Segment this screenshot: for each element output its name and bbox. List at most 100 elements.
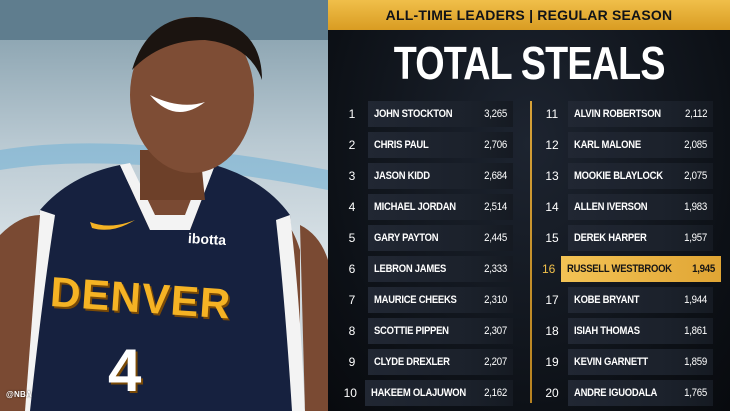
- leader-steals-value: 1,945: [692, 263, 716, 275]
- leader-steals-value: 1,983: [684, 201, 707, 213]
- leader-name: ISIAH THOMAS: [574, 325, 640, 337]
- leader-steals-value: 2,085: [684, 139, 707, 151]
- player-arm-left: [0, 215, 40, 411]
- leader-steals-value: 2,162: [484, 387, 507, 399]
- leader-row: 11 ALVIN ROBERTSON 2,112: [542, 101, 713, 127]
- leader-row: 20 ANDRE IGUODALA 1,765: [542, 380, 713, 406]
- leader-name: ANDRE IGUODALA: [574, 387, 658, 399]
- leader-name: LEBRON JAMES: [374, 263, 447, 275]
- leader-steals-value: 3,265: [484, 108, 507, 120]
- leader-bar: GARY PAYTON 2,445: [368, 225, 513, 251]
- player-jersey: [18, 165, 305, 411]
- leader-steals-value: 2,075: [684, 170, 707, 182]
- leader-rank: 6: [348, 262, 356, 276]
- player-smile: [150, 95, 205, 112]
- leader-bar: KARL MALONE 2,085: [568, 132, 713, 158]
- leader-rank: 10: [343, 386, 357, 400]
- leader-name: HAKEEM OLAJUWON: [370, 387, 466, 399]
- leader-bar: MICHAEL JORDAN 2,514: [368, 194, 513, 220]
- leader-name: JOHN STOCKTON: [374, 108, 453, 120]
- leader-columns: 1 JOHN STOCKTON 3,265 2 CHRIS PAUL 2,706 3 JASO…: [342, 101, 722, 406]
- leader-bar: RUSSELL WESTBROOK 1,945: [561, 256, 722, 282]
- leader-bar: CHRIS PAUL 2,706: [368, 132, 513, 158]
- leader-row: 8 SCOTTIE PIPPEN 2,307: [342, 318, 513, 344]
- leader-name: RUSSELL WESTBROOK: [567, 263, 673, 275]
- leader-row: 18 ISIAH THOMAS 1,861: [542, 318, 713, 344]
- leader-steals-value: 2,684: [484, 170, 507, 182]
- jersey-number: 4: [108, 337, 142, 404]
- leader-name: KARL MALONE: [574, 139, 641, 151]
- leader-bar: MOOKIE BLAYLOCK 2,075: [568, 163, 713, 189]
- leader-row: 7 MAURICE CHEEKS 2,310: [342, 287, 513, 313]
- leader-name: CHRIS PAUL: [374, 139, 429, 151]
- jersey-trim-right: [276, 215, 305, 411]
- leader-name: ALVIN ROBERTSON: [574, 108, 661, 120]
- leader-row: 3 JASON KIDD 2,684: [342, 163, 513, 189]
- leader-rank: 16: [542, 262, 556, 276]
- leader-rank: 13: [545, 169, 559, 183]
- leader-bar: ALLEN IVERSON 1,983: [568, 194, 713, 220]
- leader-rank: 9: [348, 355, 356, 369]
- court-stripe: [0, 143, 328, 190]
- leader-bar: MAURICE CHEEKS 2,310: [368, 287, 513, 313]
- leader-row: 4 MICHAEL JORDAN 2,514: [342, 194, 513, 220]
- leader-column-left: 1 JOHN STOCKTON 3,265 2 CHRIS PAUL 2,706 3 JASO…: [342, 101, 513, 411]
- leader-row: 14 ALLEN IVERSON 1,983: [542, 194, 713, 220]
- leader-name: MOOKIE BLAYLOCK: [574, 170, 663, 182]
- page-title: TOTAL STEALS: [393, 37, 666, 89]
- leader-rank: 20: [545, 386, 559, 400]
- leader-rank: 7: [348, 293, 356, 307]
- header-banner: ALL-TIME LEADERS | REGULAR SEASON: [328, 0, 730, 30]
- leader-name: CLYDE DREXLER: [374, 356, 450, 368]
- leader-row: 17 KOBE BRYANT 1,944: [542, 287, 713, 313]
- leader-bar: JOHN STOCKTON 3,265: [368, 101, 513, 127]
- leader-bar: ALVIN ROBERTSON 2,112: [568, 101, 713, 127]
- leader-rank: 8: [348, 324, 356, 338]
- leader-bar: DEREK HARPER 1,957: [568, 225, 713, 251]
- leader-row: 6 LEBRON JAMES 2,333: [342, 256, 513, 282]
- leader-rank: 3: [348, 169, 356, 183]
- player-photo: ibotta DENVER 4 @NBA: [0, 0, 328, 411]
- leader-steals-value: 2,514: [484, 201, 507, 213]
- leader-steals-value: 2,706: [484, 139, 507, 151]
- player-arm-right: [300, 225, 328, 411]
- leader-rank: 11: [545, 107, 559, 121]
- leader-rank: 15: [545, 231, 559, 245]
- leader-name: KEVIN GARNETT: [574, 356, 648, 368]
- leader-bar: CLYDE DREXLER 2,207: [368, 349, 513, 375]
- leader-rank: 4: [348, 200, 356, 214]
- leader-row: 2 CHRIS PAUL 2,706: [342, 132, 513, 158]
- leader-name: MICHAEL JORDAN: [374, 201, 456, 213]
- leader-rank: 12: [545, 138, 559, 152]
- leader-bar: KEVIN GARNETT 1,859: [568, 349, 713, 375]
- leader-steals-value: 1,765: [684, 387, 707, 399]
- player-head: [130, 17, 254, 173]
- leader-steals-value: 2,307: [484, 325, 507, 337]
- column-divider: [530, 101, 532, 403]
- leader-name: DEREK HARPER: [574, 232, 647, 244]
- player-hair: [132, 17, 262, 80]
- leader-steals-value: 1,859: [684, 356, 707, 368]
- leader-row: 1 JOHN STOCKTON 3,265: [342, 101, 513, 127]
- leader-row: 13 MOOKIE BLAYLOCK 2,075: [542, 163, 713, 189]
- leaderboard-panel: ALL-TIME LEADERS | REGULAR SEASON TOTAL …: [328, 0, 730, 411]
- leader-name: ALLEN IVERSON: [574, 201, 648, 213]
- leader-steals-value: 1,861: [684, 325, 707, 337]
- leader-row: 19 KEVIN GARNETT 1,859: [542, 349, 713, 375]
- banner-text: ALL-TIME LEADERS | REGULAR SEASON: [385, 7, 673, 23]
- leader-steals-value: 2,112: [684, 108, 707, 120]
- leader-steals-value: 2,445: [484, 232, 507, 244]
- leader-row-highlighted: 16 RUSSELL WESTBROOK 1,945: [542, 256, 722, 282]
- leader-rank: 17: [545, 293, 559, 307]
- swoosh-logo: [90, 220, 135, 230]
- leader-row: 10 HAKEEM OLAJUWON 2,162: [342, 380, 513, 406]
- leader-bar: HAKEEM OLAJUWON 2,162: [364, 380, 513, 406]
- leader-name: MAURICE CHEEKS: [374, 294, 457, 306]
- photo-credit: @NBA: [6, 390, 32, 399]
- leader-steals-value: 1,944: [684, 294, 707, 306]
- leader-row: 9 CLYDE DREXLER 2,207: [342, 349, 513, 375]
- leader-rank: 5: [348, 231, 356, 245]
- leader-column-right: 11 ALVIN ROBERTSON 2,112 12 KARL MALONE 2,085…: [542, 101, 722, 411]
- leader-row: 12 KARL MALONE 2,085: [542, 132, 713, 158]
